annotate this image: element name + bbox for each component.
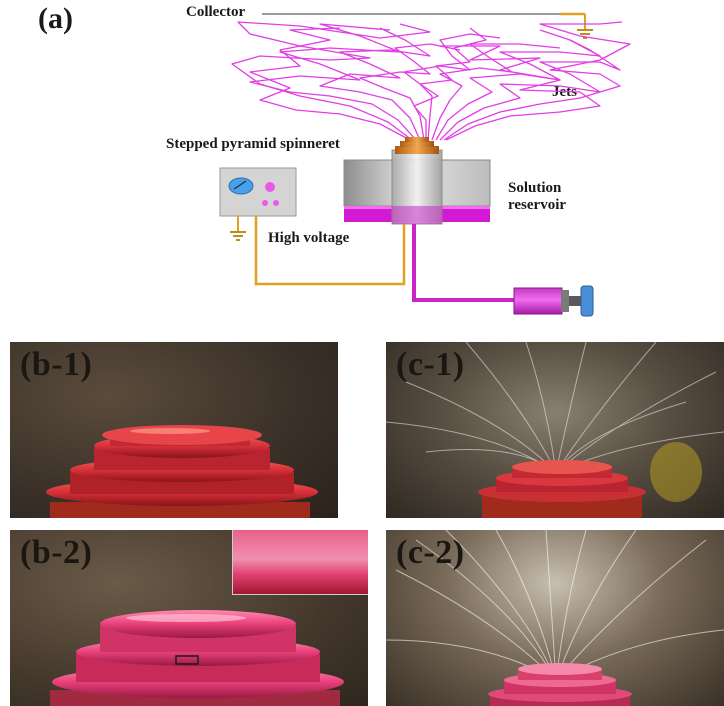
collector-ground-icon (577, 29, 593, 39)
spinneret-label: Stepped pyramid spinneret (166, 136, 340, 152)
spinneret-step-3 (395, 146, 439, 154)
syringe-plunger-rod (569, 296, 581, 306)
c1-spinning-jets (386, 342, 724, 518)
syringe-plunger-knob (580, 285, 594, 317)
reservoir-label-line2: reservoir (508, 197, 567, 213)
schematic (219, 12, 631, 317)
hv-wire (254, 216, 406, 286)
photo-b1: (b-1) (10, 342, 338, 518)
b2-zoom-marker (175, 655, 199, 665)
high-voltage-label: High voltage (268, 230, 350, 246)
syringe-barrel (513, 287, 563, 315)
high-voltage-box (219, 167, 297, 217)
b2-spinneret (50, 610, 344, 706)
reservoir-label-line1: Solution (508, 180, 562, 196)
collector-label: Collector (186, 4, 246, 20)
photo-c1-label: (c-1) (396, 346, 465, 383)
feed-tube (412, 224, 516, 302)
photo-c1: (c-1) (386, 342, 724, 518)
hv-meter-icon (228, 177, 254, 195)
photo-b2-label: (b-2) (20, 534, 93, 571)
hv-knob-icon (265, 182, 275, 192)
b1-spinneret (46, 425, 318, 518)
spinneret-step-1 (405, 137, 429, 142)
jets (231, 21, 631, 141)
photo-c2-label: (c-2) (396, 534, 465, 571)
c2-spinning-jets (386, 530, 724, 706)
b2-inset (232, 530, 368, 595)
hv-indicator-icon-2 (273, 200, 279, 206)
hv-ground-icon (230, 231, 246, 241)
syringe-collar (561, 290, 569, 312)
reservoir-label: Solution reservoir (508, 180, 566, 214)
photo-c2: (c-2) (386, 530, 724, 706)
panel-a: (a) Collector Jets Stepped pyramid spinn… (0, 0, 724, 330)
photo-b1-label: (b-1) (20, 346, 93, 383)
hv-indicator-icon (262, 200, 268, 206)
panel-a-label: (a) (38, 2, 73, 35)
photo-b2: (b-2) (10, 530, 368, 706)
spinneret-step-2 (400, 141, 434, 147)
spinneret-tube-solution (392, 206, 442, 224)
